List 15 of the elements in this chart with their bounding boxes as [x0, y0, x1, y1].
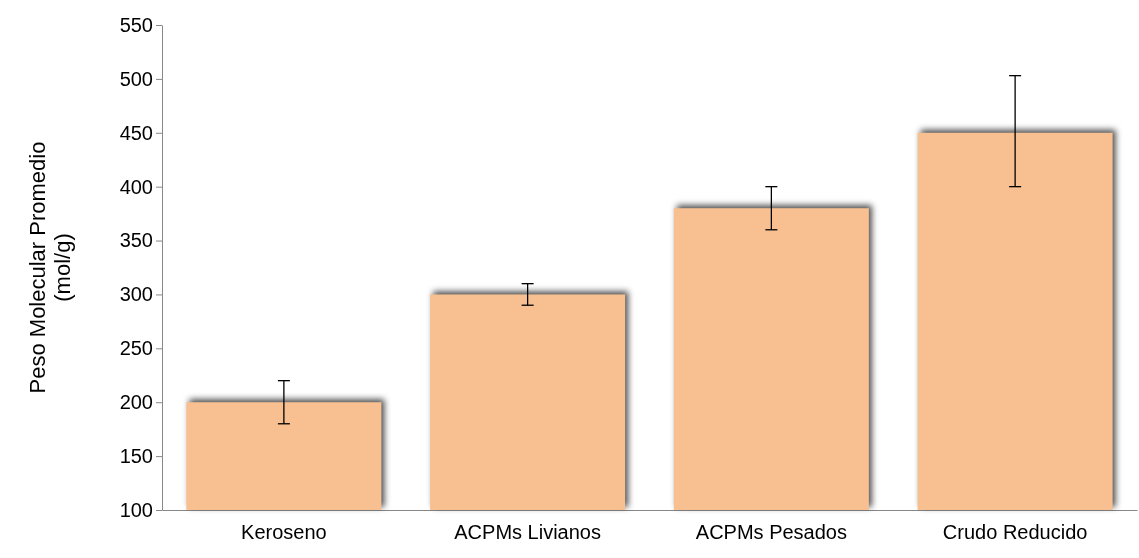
y-tick-label: 250	[119, 337, 153, 360]
y-tick-label: 300	[119, 283, 153, 306]
x-tick-label: ACPMs Pesados	[695, 521, 847, 543]
y-axis-title: Peso Molecular Promedio (mol/g)	[25, 141, 76, 394]
y-tick-label: 500	[119, 67, 153, 90]
y-tick-label: 450	[119, 121, 153, 144]
y-tick-label: 350	[119, 229, 153, 252]
y-tick-label: 150	[119, 445, 153, 468]
y-tick-label: 400	[119, 175, 153, 198]
x-tick-label: ACPMs Livianos	[454, 521, 601, 543]
y-tick-label: 200	[119, 391, 153, 414]
x-tick-label: Crudo Reducido	[942, 521, 1088, 543]
y-tick-label: 100	[119, 498, 153, 521]
y-tick-label: 550	[119, 13, 153, 36]
x-tick-label: Keroseno	[241, 521, 327, 543]
